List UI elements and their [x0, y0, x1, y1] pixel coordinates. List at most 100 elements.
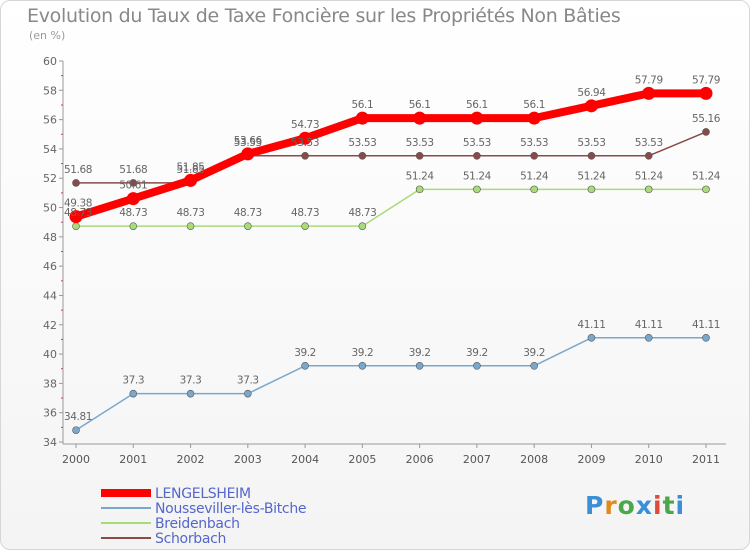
data-label: 50.61: [119, 180, 147, 192]
data-label: 56.94: [577, 87, 606, 99]
y-tick-label: 40: [43, 348, 57, 361]
y-tick-label: 56: [43, 114, 57, 127]
data-point: [69, 210, 83, 224]
data-label: 51.85: [177, 164, 205, 176]
data-point: [415, 361, 424, 370]
data-point: [415, 152, 424, 160]
data-label: 53.66: [234, 135, 263, 147]
data-label: 39.2: [523, 347, 545, 359]
data-point: [470, 111, 484, 125]
legend-label: Breidenbach: [155, 516, 240, 532]
data-label: 37.3: [122, 375, 144, 387]
data-label: 53.53: [234, 137, 262, 149]
data-label: 48.73: [64, 207, 92, 219]
data-point: [473, 152, 481, 160]
data-point: [527, 111, 541, 125]
data-label: 51.68: [64, 164, 92, 176]
data-point: [644, 334, 653, 342]
x-tick-label: 2007: [463, 453, 491, 466]
y-tick-label: 44: [43, 289, 57, 302]
data-label: 51.24: [635, 170, 664, 182]
data-point: [301, 222, 309, 230]
logo-letter: i: [653, 491, 663, 520]
data-point: [587, 185, 596, 194]
y-tick-label: 60: [43, 55, 57, 68]
data-point: [644, 185, 653, 194]
data-point: [301, 152, 309, 160]
data-label: 41.11: [635, 319, 663, 331]
x-tick-label: 2002: [177, 453, 205, 466]
data-point: [129, 179, 138, 187]
data-label: 48.73: [177, 207, 205, 219]
data-point: [699, 86, 713, 100]
data-point: [702, 128, 710, 136]
data-point: [358, 152, 367, 160]
data-label: 56.1: [351, 99, 373, 111]
data-point: [530, 185, 538, 194]
y-tick-label: 38: [43, 377, 57, 390]
data-point: [184, 173, 198, 187]
data-label: 51.24: [520, 170, 549, 182]
x-tick-label: 2001: [119, 453, 147, 466]
series-line: [75, 131, 707, 184]
data-label: 51.68: [119, 164, 147, 176]
y-tick-label: 46: [43, 260, 57, 273]
y-tick-label: 36: [43, 407, 57, 420]
data-label: 51.24: [692, 170, 721, 182]
x-tick-label: 2009: [577, 453, 605, 466]
data-point: [415, 185, 424, 194]
data-point: [129, 389, 138, 398]
data-point: [244, 389, 252, 398]
chart-subtitle: (en %): [29, 29, 66, 42]
data-label: 48.73: [291, 207, 319, 219]
data-point: [72, 179, 80, 187]
data-point: [642, 86, 656, 100]
x-tick-label: 2010: [635, 453, 663, 466]
data-label: 53.53: [348, 137, 376, 149]
data-point: [355, 111, 369, 125]
data-point: [587, 334, 596, 342]
data-point: [530, 152, 538, 160]
data-label: 41.11: [692, 319, 720, 331]
data-label: 34.81: [64, 411, 92, 423]
y-tick-label: 54: [43, 143, 57, 156]
chart-title: Evolution du Taux de Taxe Foncière sur l…: [27, 5, 621, 27]
data-label: 53.53: [463, 137, 491, 149]
data-label: 37.3: [237, 375, 259, 387]
data-point: [358, 222, 367, 230]
x-tick-label: 2003: [234, 453, 262, 466]
proxiti-logo: Proxiti: [585, 491, 685, 520]
data-point: [473, 361, 481, 370]
logo-letter: x: [635, 491, 653, 520]
data-label: 53.53: [291, 137, 319, 149]
x-tick-label: 2005: [348, 453, 376, 466]
series-line: [75, 337, 707, 431]
data-point: [584, 99, 598, 113]
data-point: [186, 389, 195, 398]
y-tick-label: 34: [43, 436, 57, 449]
data-point: [413, 111, 427, 125]
data-point: [241, 147, 255, 161]
data-point: [129, 222, 138, 230]
x-tick-label: 2000: [62, 453, 90, 466]
data-label: 39.2: [466, 347, 488, 359]
data-label: 51.24: [577, 170, 606, 182]
x-tick-label: 2004: [291, 453, 319, 466]
data-point: [644, 152, 653, 160]
data-label: 56.1: [523, 99, 545, 111]
data-point: [530, 361, 538, 370]
data-point: [702, 185, 710, 194]
data-label: 55.16: [692, 113, 721, 125]
data-point: [186, 222, 195, 230]
data-point: [358, 361, 367, 370]
data-label: 53.53: [635, 137, 663, 149]
x-tick-label: 2006: [406, 453, 434, 466]
legend-label: Schorbach: [155, 531, 226, 547]
x-tick-label: 2008: [520, 453, 548, 466]
y-tick-label: 58: [43, 84, 57, 97]
data-point: [244, 222, 252, 230]
data-label: 53.53: [406, 137, 434, 149]
legend-label: LENGELSHEIM: [155, 486, 251, 502]
